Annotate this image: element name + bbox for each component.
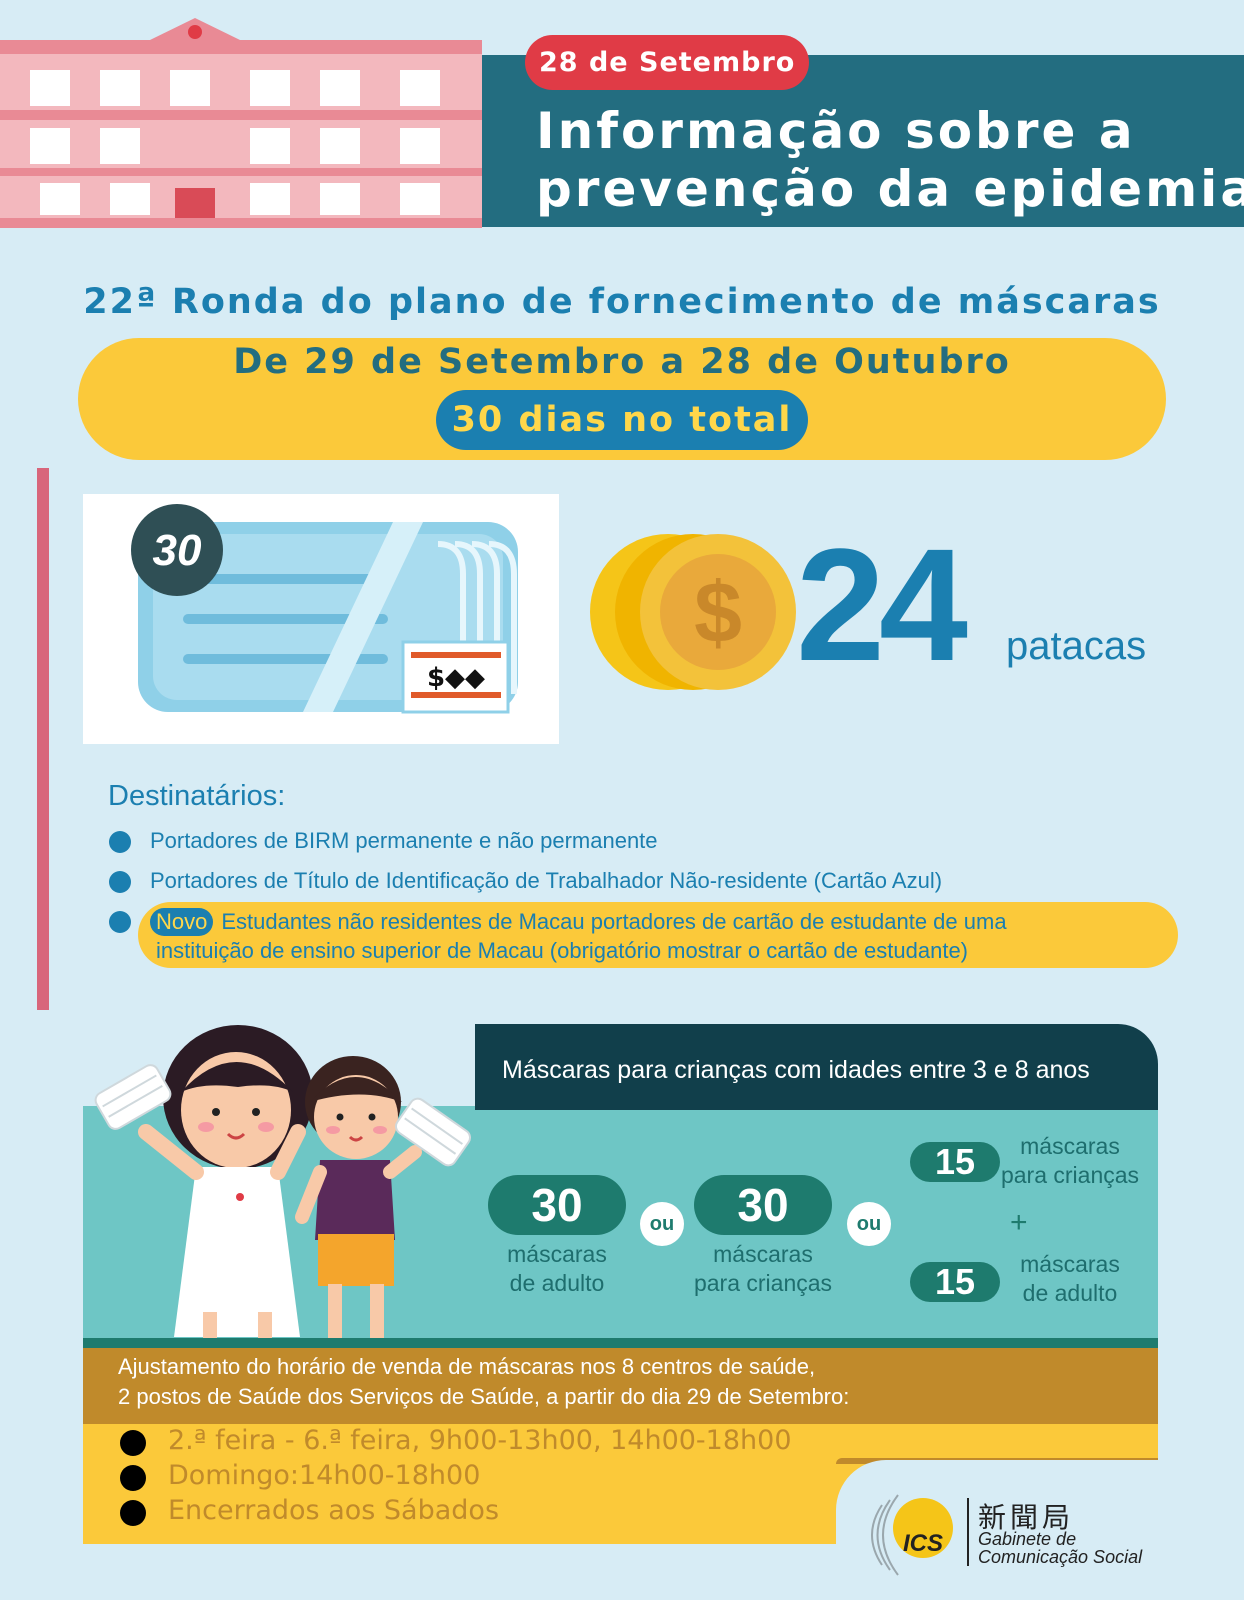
children-masks-header — [475, 1024, 1158, 1110]
mask-package-icon: $◆◆ — [138, 522, 518, 714]
mixed-child-mask-caption: máscaras para crianças — [995, 1132, 1145, 1190]
bullet-icon — [120, 1500, 146, 1526]
caption-line: de adulto — [1022, 1280, 1118, 1306]
schedule-note: Ajustamento do horário de venda de másca… — [118, 1352, 849, 1412]
new-recipient-band — [138, 902, 1178, 968]
schedule-item-sunday: Domingo:14h00-18h00 — [168, 1460, 481, 1491]
or-badge: ou — [847, 1202, 891, 1246]
child-mask-count: 30 — [694, 1175, 832, 1235]
price-unit: patacas — [1006, 624, 1147, 668]
logo-name-line1: Gabinete de — [978, 1529, 1077, 1549]
section-divider — [83, 1338, 1158, 1348]
new-recipient-text: Estudantes não residentes de Macau porta… — [221, 909, 1007, 934]
bullet-icon — [109, 871, 131, 893]
building-illustration — [0, 18, 482, 228]
mixed-adult-mask-caption: máscaras de adulto — [995, 1250, 1145, 1308]
date-badge: 28 de Setembro — [525, 35, 810, 90]
new-badge: Novo — [150, 908, 214, 936]
bullet-icon — [109, 831, 131, 853]
or-badge: ou — [640, 1202, 684, 1246]
children-illustration — [94, 1025, 472, 1340]
svg-text:$: $ — [694, 565, 742, 661]
logo-acronym: ICS — [903, 1530, 944, 1557]
logo-arcs-icon — [871, 1494, 899, 1576]
caption-line: para crianças — [693, 1270, 833, 1296]
plus-sign: + — [1010, 1206, 1028, 1239]
mixed-child-mask-count: 15 — [910, 1142, 1000, 1182]
total-days-badge: 30 dias no total — [436, 390, 808, 450]
adult-mask-count: 30 — [488, 1175, 626, 1235]
logo-separator — [967, 1498, 969, 1566]
bullet-icon — [120, 1430, 146, 1456]
caption-line: de adulto — [509, 1270, 605, 1296]
mask-count-text: 30 — [152, 526, 202, 575]
new-recipient-line1: Novo Estudantes não residentes de Macau p… — [150, 908, 1007, 936]
bullet-icon — [120, 1465, 146, 1491]
recipient-item: Portadores de Título de Identificação de… — [150, 868, 943, 893]
round-title: 22ª Ronda do plano de fornecimento de má… — [83, 282, 1161, 322]
adult-mask-caption: máscaras de adulto — [468, 1240, 646, 1298]
bullet-icon — [109, 911, 131, 933]
logo-sun-icon — [893, 1498, 953, 1558]
svg-text:$◆◆: $◆◆ — [427, 663, 485, 693]
schedule-item-saturday: Encerrados aos Sábados — [168, 1495, 500, 1526]
caption-line: máscaras — [1020, 1251, 1120, 1277]
new-recipient-line2: instituição de ensino superior de Macau … — [156, 938, 969, 963]
logo-area — [836, 1460, 1166, 1600]
recipient-item: Portadores de BIRM permanente e não perm… — [150, 828, 658, 853]
section-accent-bar — [37, 468, 49, 1010]
mask-package-panel: $◆◆ 30 — [83, 494, 559, 744]
children-masks-title: Máscaras para crianças com idades entre … — [502, 1056, 1090, 1084]
caption-line: máscaras — [1020, 1133, 1120, 1159]
logo-chinese-name: 新聞局 — [978, 1501, 1075, 1534]
logo-portuguese-name: Gabinete de Comunicação Social — [978, 1530, 1142, 1566]
logo-name-line2: Comunicação Social — [978, 1547, 1143, 1567]
mask-count-badge — [131, 504, 223, 596]
page-title-line1: Informação sobre a — [536, 102, 1136, 160]
page-title: Informação sobre a prevenção da epidemia — [536, 102, 1244, 218]
recipients-title: Destinatários: — [108, 780, 286, 812]
coin-icon: $ — [590, 534, 796, 690]
caption-line: máscaras — [507, 1241, 607, 1267]
period-text: De 29 de Setembro a 28 de Outubro — [233, 342, 1011, 382]
schedule-note-line2: 2 postos de Saúde dos Serviços de Saúde,… — [118, 1384, 850, 1409]
caption-line: para crianças — [1000, 1162, 1140, 1188]
schedule-note-line1: Ajustamento do horário de venda de másca… — [118, 1354, 816, 1379]
child-mask-caption: máscaras para crianças — [674, 1240, 852, 1298]
mixed-adult-mask-count: 15 — [910, 1262, 1000, 1302]
schedule-item-weekdays: 2.ª feira - 6.ª feira, 9h00-13h00, 14h00… — [168, 1425, 792, 1456]
price-value: 24 — [796, 515, 968, 694]
schedule-note-band — [83, 1348, 1158, 1424]
caption-line: máscaras — [713, 1241, 813, 1267]
page-title-line2: prevenção da epidemia — [536, 160, 1244, 218]
